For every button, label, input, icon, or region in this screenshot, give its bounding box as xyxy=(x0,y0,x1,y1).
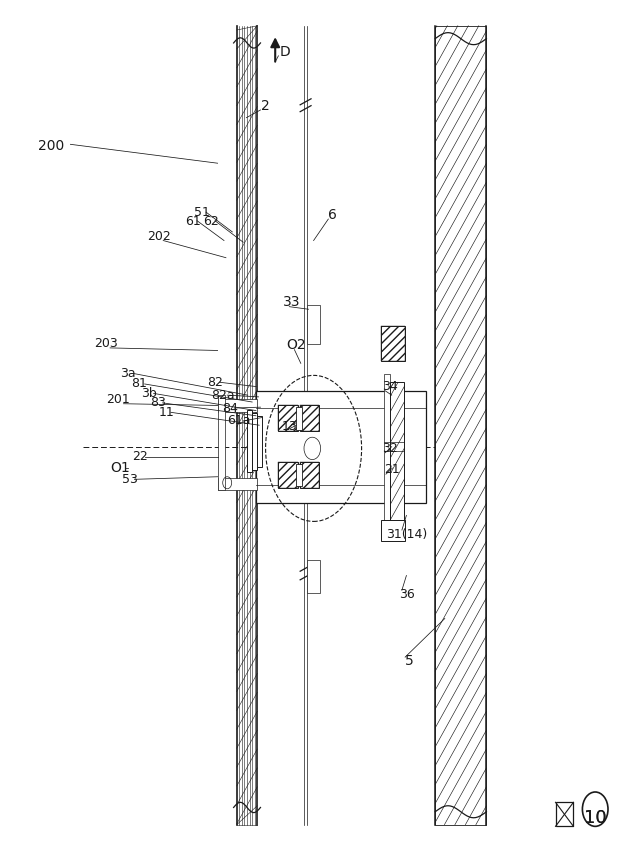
Bar xyxy=(384,374,390,524)
Bar xyxy=(300,462,319,488)
Bar xyxy=(307,560,320,593)
Text: O2: O2 xyxy=(286,338,305,352)
Bar xyxy=(307,305,320,344)
Bar xyxy=(278,462,298,488)
Text: 84: 84 xyxy=(223,401,238,415)
Text: 51: 51 xyxy=(195,205,210,219)
Text: D: D xyxy=(280,45,290,58)
Text: 6: 6 xyxy=(328,208,337,222)
Text: 11: 11 xyxy=(159,405,174,419)
Bar xyxy=(300,462,319,488)
Text: 21: 21 xyxy=(384,463,399,477)
Bar xyxy=(278,405,298,431)
Text: O1: O1 xyxy=(111,461,130,475)
Bar xyxy=(278,462,298,488)
Bar xyxy=(278,405,298,431)
Bar xyxy=(300,405,319,431)
Text: 36: 36 xyxy=(399,588,415,601)
Text: 22: 22 xyxy=(132,450,147,464)
Bar xyxy=(218,395,225,490)
Text: 34: 34 xyxy=(383,380,398,393)
Text: 32: 32 xyxy=(383,442,398,455)
Text: 200: 200 xyxy=(38,139,65,153)
Bar xyxy=(435,26,486,825)
Text: 2: 2 xyxy=(261,99,270,113)
Text: 10: 10 xyxy=(584,809,607,826)
Text: 82a: 82a xyxy=(211,388,234,402)
Text: 33: 33 xyxy=(282,295,300,309)
Bar xyxy=(218,399,257,412)
Bar xyxy=(256,416,262,467)
Bar xyxy=(381,520,405,541)
Bar xyxy=(256,391,426,503)
Bar xyxy=(296,464,302,486)
Bar xyxy=(390,382,404,520)
Bar xyxy=(296,407,302,430)
Text: 3b: 3b xyxy=(141,387,157,400)
Text: 83: 83 xyxy=(150,396,166,410)
Bar xyxy=(300,405,319,431)
Text: 203: 203 xyxy=(93,337,118,350)
Text: 82: 82 xyxy=(207,375,223,389)
Text: 53: 53 xyxy=(122,472,138,486)
Bar xyxy=(218,478,257,490)
Text: 62: 62 xyxy=(204,215,219,228)
Text: 10: 10 xyxy=(584,809,607,826)
Text: 31(14): 31(14) xyxy=(387,527,428,541)
Bar xyxy=(556,802,573,826)
Bar xyxy=(381,326,405,361)
Bar xyxy=(381,326,405,361)
Text: 61a: 61a xyxy=(228,414,251,428)
Text: 3a: 3a xyxy=(120,367,136,381)
Text: 13: 13 xyxy=(282,419,298,433)
Text: 81: 81 xyxy=(132,377,147,391)
Bar xyxy=(252,413,257,470)
Text: 5: 5 xyxy=(405,655,414,668)
Text: 202: 202 xyxy=(147,229,171,243)
Text: 61: 61 xyxy=(186,215,201,228)
Bar xyxy=(247,410,252,472)
Text: 201: 201 xyxy=(106,393,131,406)
